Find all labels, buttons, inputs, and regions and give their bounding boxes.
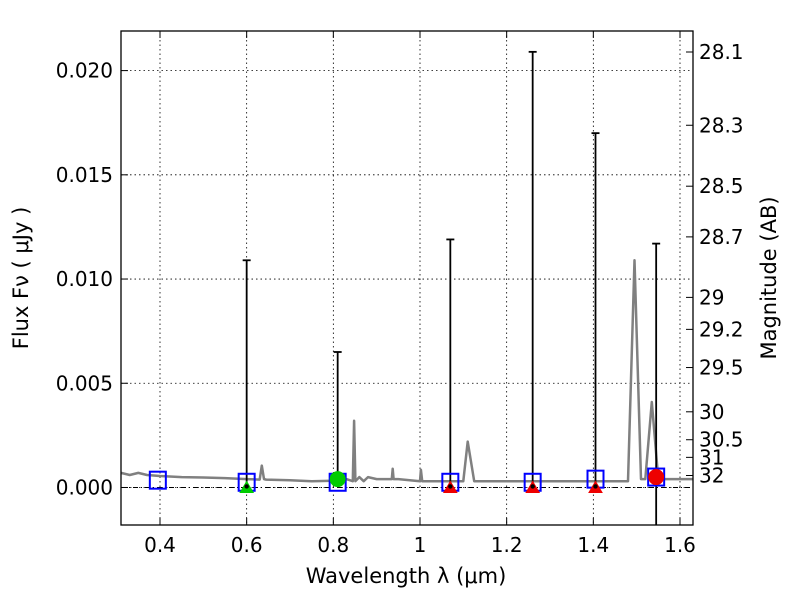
error-bars: [242, 50, 661, 525]
x-tick-label: 0.4: [144, 533, 176, 557]
x-tick-label: 1.4: [577, 533, 609, 557]
y-tick-label: 0.000: [56, 475, 113, 499]
magnitude-tick-label: 31: [699, 445, 724, 469]
magnitude-tick-label: 30.5: [699, 428, 744, 452]
x-tick-label: 1.2: [491, 533, 523, 557]
y-tick-label: 0.020: [56, 59, 113, 83]
magnitude-tick-label: 32: [699, 463, 724, 487]
magnitude-tick-label: 29: [699, 285, 724, 309]
x-tick-label: 1.6: [664, 533, 696, 557]
x-axis-label: Wavelength λ (μm): [306, 564, 507, 588]
template-spectrum: [120, 259, 693, 483]
magnitude-tick-label: 28.7: [699, 225, 744, 249]
axis-ticks: 0.4 0.6 0.8 1 1.2 1.4 1.6 0.000 0.005 0.010 0.015 0…: [56, 31, 744, 557]
marker-center-dot: [448, 484, 453, 489]
marker-center-dot: [530, 484, 535, 489]
y-axis-label: Flux Fν ( μJy ): [9, 207, 33, 350]
detection-circle-marker: [648, 469, 665, 486]
magnitude-tick-label: 28.3: [699, 113, 744, 137]
right-axis-label: Magnitude (AB): [757, 196, 781, 359]
marker-center-dot: [244, 484, 249, 489]
model-square-marker: [148, 470, 167, 490]
y-tick-label: 0.005: [56, 371, 113, 395]
magnitude-tick-label: 28.5: [699, 174, 744, 198]
marker-center-dot: [593, 484, 598, 489]
x-tick-label: 0.8: [317, 533, 349, 557]
grid-lines: [121, 31, 693, 525]
magnitude-tick-label: 29.5: [699, 356, 744, 380]
y-tick-label: 0.015: [56, 163, 113, 187]
photometry-markers: [148, 467, 666, 493]
plot-border: [120, 30, 694, 526]
magnitude-tick-label: 29.2: [699, 317, 744, 341]
spectrum-line: [120, 259, 693, 483]
plot-frame: [120, 30, 694, 526]
detection-circle-marker: [329, 471, 346, 488]
y-tick-label: 0.010: [56, 267, 113, 291]
x-tick-label: 1: [414, 533, 427, 557]
magnitude-tick-label: 30: [699, 400, 724, 424]
magnitude-tick-label: 28.1: [699, 40, 744, 64]
x-tick-label: 0.6: [231, 533, 263, 557]
